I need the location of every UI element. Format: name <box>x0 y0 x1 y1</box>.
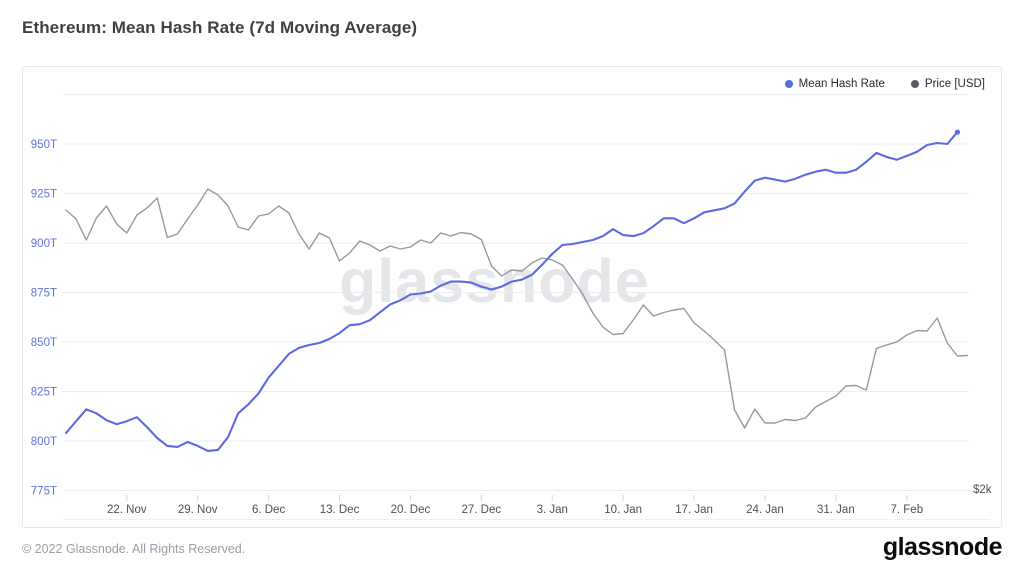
chart-card: Mean Hash Rate Price [USD] glassnode 950… <box>22 66 1002 528</box>
legend-label: Mean Hash Rate <box>798 78 885 90</box>
legend-item-price-usd[interactable]: Price [USD] <box>910 78 985 90</box>
series-end-marker <box>954 129 961 135</box>
right-axis-tick-label: $2k <box>973 484 992 496</box>
x-axis-tick-label: 13. Dec <box>320 504 360 516</box>
legend-dot-blue-icon <box>784 80 793 88</box>
x-axis-tick-label: 3. Jan <box>537 504 568 516</box>
legend-label: Price [USD] <box>924 78 985 90</box>
x-axis-tick-label: 22. Nov <box>107 504 147 516</box>
page-title: Ethereum: Mean Hash Rate (7d Moving Aver… <box>22 18 418 37</box>
x-axis-tick-label: 29. Nov <box>178 504 218 516</box>
x-axis-tick-label: 24. Jan <box>746 504 784 516</box>
x-axis-tick-label: 20. Dec <box>391 504 431 516</box>
y-axis-tick-label: 875T <box>31 288 57 300</box>
x-axis-tick-label: 7. Feb <box>890 504 923 516</box>
y-axis-tick-label: 800T <box>31 436 57 448</box>
glassnode-logo: glassnode <box>882 533 1003 561</box>
y-axis-tick-label: 775T <box>31 486 57 498</box>
y-axis-tick-label: 950T <box>31 139 57 151</box>
copyright-text: © 2022 Glassnode. All Rights Reserved. <box>22 542 246 556</box>
legend-dot-gray-icon <box>910 80 919 88</box>
line-chart-plot-area[interactable]: 950T 925T 900T 875T 850T 825T 800T 775T 22. Nov 2… <box>23 67 1001 527</box>
y-axis-tick-label: 925T <box>31 189 57 201</box>
legend-item-mean-hash-rate[interactable]: Mean Hash Rate <box>784 78 885 90</box>
x-axis-tick-label: 27. Dec <box>462 504 502 516</box>
mean-hash-rate-line <box>64 131 959 452</box>
x-axis-tick-label: 31. Jan <box>817 504 855 516</box>
y-axis-tick-label: 825T <box>31 387 57 399</box>
y-axis-tick-label: 900T <box>31 238 57 250</box>
price-usd-line <box>65 188 969 429</box>
chart-legend: Mean Hash Rate Price [USD] <box>784 78 985 90</box>
x-axis-tick-label: 17. Jan <box>675 504 713 516</box>
x-axis-tick-label: 10. Jan <box>604 504 642 516</box>
glassnode-watermark: glassnode <box>339 247 650 315</box>
x-axis-tick-label: 6. Dec <box>252 504 285 516</box>
y-axis-tick-label: 850T <box>31 337 57 349</box>
